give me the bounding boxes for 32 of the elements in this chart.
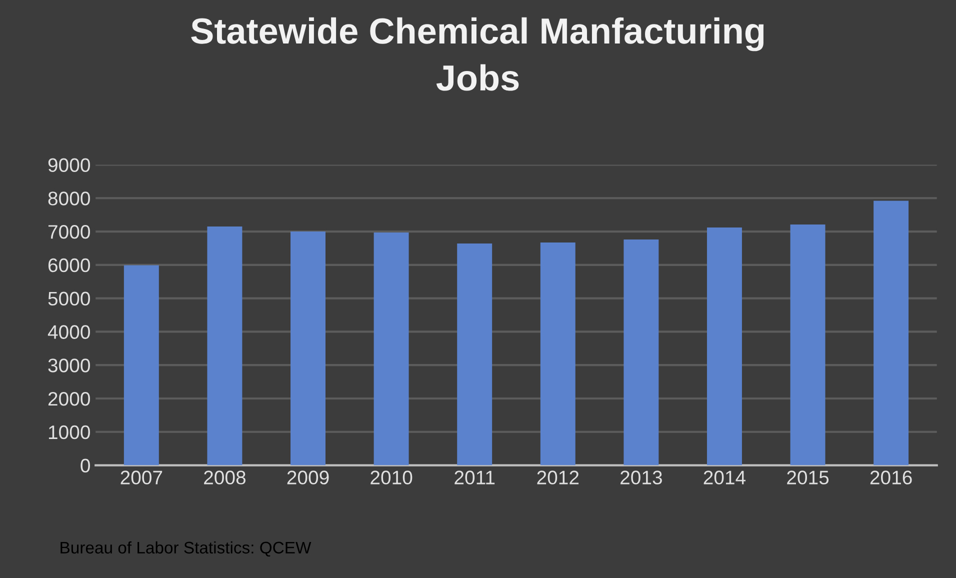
x-tick-label: 2015: [787, 470, 829, 484]
y-tick-label: 1000: [48, 425, 90, 440]
x-tick-label: 2012: [537, 470, 579, 484]
x-tick-label: 2009: [287, 470, 329, 484]
y-tick-label: 7000: [48, 224, 90, 239]
y-tick-label: 4000: [48, 325, 90, 339]
bar: [124, 265, 159, 466]
y-tick-label: 0: [80, 458, 90, 473]
x-tick-label: 2013: [620, 470, 662, 484]
y-tick-label: 6000: [48, 258, 90, 272]
bar: [874, 200, 909, 466]
bar: [290, 232, 326, 466]
bar: [624, 240, 659, 466]
y-tick-label: 8000: [48, 192, 90, 206]
bar: [540, 242, 576, 466]
chart-title: Statewide Chemical Manfacturing Jobs: [191, 17, 764, 91]
y-tick-label: 9000: [48, 158, 90, 172]
y-tick-label: 2000: [48, 392, 90, 406]
x-tick-label: 2011: [454, 470, 495, 484]
bar: [207, 226, 242, 466]
y-tick-label: 3000: [48, 358, 90, 372]
x-tick-label: 2016: [870, 470, 912, 484]
bar: [706, 228, 742, 466]
x-tick-label: 2008: [204, 470, 246, 484]
x-tick-label: 2010: [370, 470, 412, 484]
text: Bureau of Labor Statistics: QCEW: [60, 541, 312, 557]
bar: [457, 244, 492, 466]
x-tick-label: 2007: [120, 470, 162, 484]
bar: [790, 224, 826, 466]
bar: [374, 232, 409, 466]
y-tick-label: 5000: [48, 292, 90, 306]
x-tick-label: 2014: [704, 470, 746, 484]
